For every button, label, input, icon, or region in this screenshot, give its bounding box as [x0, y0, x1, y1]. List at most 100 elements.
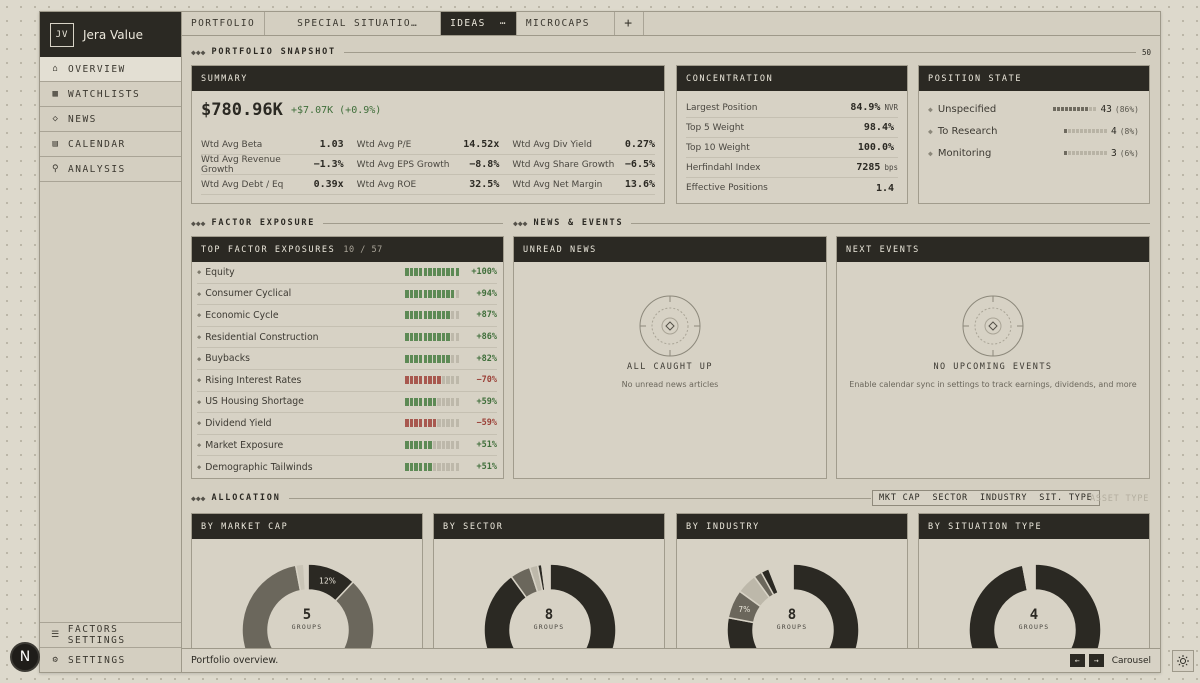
add-tab-button[interactable]: +	[615, 12, 644, 35]
state-count: 4	[1111, 125, 1117, 137]
section-count: 50	[1141, 47, 1151, 57]
donut-slice[interactable]	[1021, 563, 1036, 592]
diamond-icon: ◆	[197, 397, 202, 406]
factor-value: +51%	[476, 440, 497, 451]
analysis-icon: ⚲	[51, 164, 61, 174]
metric-value: −1.3%	[313, 159, 344, 170]
metric-value: 1.03	[319, 139, 344, 150]
concentration-row: Herfindahl Index 7285 bps	[686, 158, 898, 178]
donut-chart: 7%	[726, 563, 860, 651]
metric-label: Wtd Avg Debt / Eq	[201, 179, 284, 190]
nav-watchlists[interactable]: ▦ WATCHLISTS	[40, 82, 181, 107]
factor-row[interactable]: ◆ Consumer Cyclical +94%	[197, 284, 497, 306]
metric-value: 13.6%	[624, 179, 656, 190]
metric-value: −6.5%	[624, 159, 656, 170]
factor-value: +94%	[476, 288, 497, 299]
n-badge-button[interactable]: N	[10, 642, 40, 672]
factor-row[interactable]: ◆ Buybacks +82%	[197, 348, 497, 370]
tab-special-situations[interactable]: SPECIAL SITUATIO…	[265, 12, 442, 35]
filter-mkt-cap[interactable]: MKT CAP	[879, 493, 921, 503]
donut-chart	[483, 563, 617, 650]
nav-calendar[interactable]: ▤ CALENDAR	[40, 132, 181, 157]
donut-slice[interactable]	[303, 563, 309, 591]
donut-slice[interactable]	[767, 563, 794, 594]
tab-ideas-label: IDEAS	[450, 18, 486, 29]
metric-label: Wtd Avg ROE	[356, 179, 417, 190]
diamond-icon: ◆	[197, 441, 202, 450]
brand-name: Jera Value	[83, 27, 143, 42]
allocation-filter: MKT CAP SECTOR INDUSTRY SIT. TYPE	[872, 490, 1100, 506]
donut-center: 8 GROUPS	[677, 607, 907, 631]
filter-asset-type[interactable]: ASSET TYPE	[1090, 494, 1150, 504]
nav-factors-settings[interactable]: ☰ FACTORS SETTINGS	[40, 622, 181, 647]
factor-row[interactable]: ◆ Rising Interest Rates −70%	[197, 370, 497, 392]
factor-value: +59%	[476, 396, 497, 407]
filter-industry[interactable]: INDUSTRY	[979, 493, 1028, 503]
factor-row[interactable]: ◆ Residential Construction +86%	[197, 327, 497, 349]
diamond-icon: ◆	[197, 376, 202, 385]
tab-ideas[interactable]: IDEAS ⋯	[441, 12, 517, 35]
brand-header[interactable]: JV Jera Value	[40, 12, 181, 57]
factor-value: +100%	[471, 267, 497, 278]
carousel-label[interactable]: Carousel	[1111, 655, 1151, 666]
metrics-grid: Wtd Avg Beta 1.03 Wtd Avg P/E 14.52x Wtd A…	[201, 135, 656, 195]
nav-news-label: NEWS	[68, 113, 97, 125]
nav-overview[interactable]: ⌂ OVERVIEW	[40, 57, 181, 82]
factor-row[interactable]: ◆ Market Exposure +51%	[197, 435, 497, 457]
next-events-card: NEXT EVENTS NO UPCOMING EVENTS Enable ca…	[836, 236, 1150, 479]
metric-label: Wtd Avg P/E	[356, 139, 412, 150]
factor-row[interactable]: ◆ Equity +100%	[197, 262, 497, 284]
position-state-card: POSITION STATE ◆ Unspecified 43 (86%) ◆ To R…	[918, 65, 1150, 204]
card-header: NEXT EVENTS	[837, 237, 1149, 262]
section-title: PORTFOLIO SNAPSHOT	[211, 47, 336, 57]
donut-slice[interactable]	[968, 563, 1102, 651]
donut-slice[interactable]	[241, 564, 328, 651]
donut-slice[interactable]	[320, 580, 375, 651]
donut-center: 4 GROUPS	[919, 607, 1149, 631]
nav-news[interactable]: ◇ NEWS	[40, 107, 181, 132]
prev-button[interactable]: ←	[1069, 654, 1085, 667]
card-header: BY MARKET CAP	[192, 514, 422, 539]
card-header: CONCENTRATION	[677, 66, 907, 91]
tab-portfolio[interactable]: PORTFOLIO	[182, 12, 266, 35]
more-icon[interactable]: ⋯	[499, 18, 507, 29]
metric-value: 32.5%	[469, 179, 500, 190]
group-count: 5	[302, 607, 312, 623]
diamond-icon: ◆	[197, 268, 202, 277]
nav-settings[interactable]: ⚙ SETTINGS	[40, 647, 181, 672]
position-state-row[interactable]: ◆ Monitoring 3 (6%)	[928, 143, 1139, 163]
theme-toggle[interactable]	[1172, 650, 1194, 672]
group-unit: GROUPS	[776, 623, 808, 631]
donut-slice[interactable]	[726, 563, 860, 651]
tab-microcaps[interactable]: MICROCAPS	[517, 12, 615, 35]
row-label: Top 5 Weight	[686, 122, 744, 133]
row-label: Effective Positions	[686, 183, 768, 193]
position-state-row[interactable]: ◆ Unspecified 43 (86%)	[928, 99, 1139, 119]
empty-state: ALL CAUGHT UP No unread news articles	[514, 294, 826, 389]
donut-center: 5 GROUPS	[192, 607, 422, 631]
factor-bar	[405, 397, 459, 406]
factor-count: 10 / 57	[343, 244, 383, 255]
state-label: To Research	[937, 125, 998, 137]
factor-row[interactable]: ◆ US Housing Shortage +59%	[197, 392, 497, 414]
section-title: ALLOCATION	[211, 493, 281, 503]
position-state-row[interactable]: ◆ To Research 4 (8%)	[928, 121, 1139, 141]
state-label: Unspecified	[937, 103, 997, 115]
grid-icon: ▦	[52, 89, 60, 99]
concentration-card: CONCENTRATION Largest Position 84.9% NVR T…	[676, 65, 908, 204]
group-unit: GROUPS	[291, 623, 323, 631]
nav-analysis[interactable]: ⚲ ANALYSIS	[40, 157, 181, 182]
filter-sector[interactable]: SECTOR	[932, 493, 968, 503]
next-button[interactable]: →	[1088, 654, 1104, 667]
factor-row[interactable]: ◆ Demographic Tailwinds +51%	[197, 456, 497, 478]
section-title: FACTOR EXPOSURE	[211, 218, 316, 228]
factor-row[interactable]: ◆ Dividend Yield −59%	[197, 413, 497, 435]
value-text: 84.9%	[850, 102, 881, 113]
filter-sit-type[interactable]: SIT. TYPE	[1039, 493, 1093, 503]
state-count: 3	[1111, 147, 1117, 159]
factor-label: Buybacks	[205, 353, 250, 365]
slice-label: 7%	[738, 605, 750, 614]
donut-slice[interactable]	[540, 563, 551, 592]
value-text: 98.4%	[863, 122, 894, 133]
factor-row[interactable]: ◆ Economic Cycle +87%	[197, 305, 497, 327]
